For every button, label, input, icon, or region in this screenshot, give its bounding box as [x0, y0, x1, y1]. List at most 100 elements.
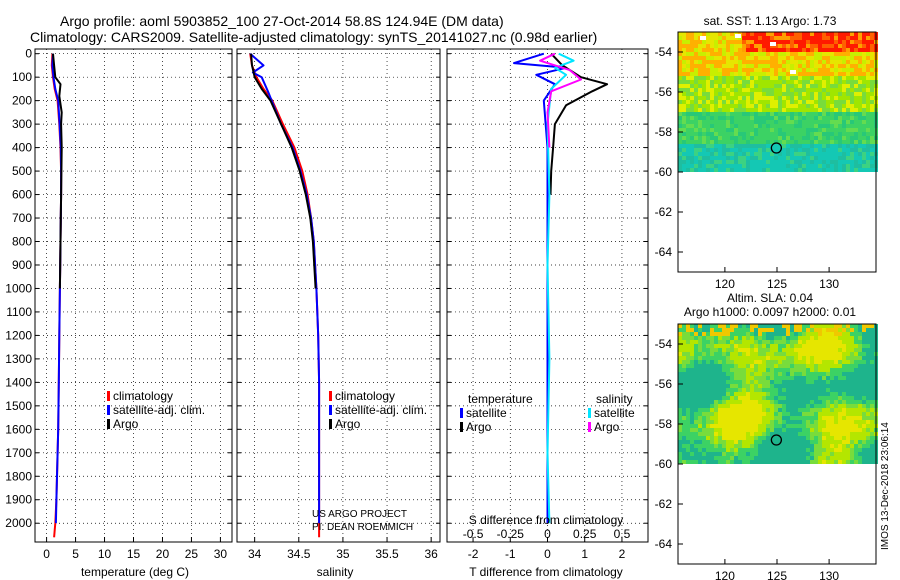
heatmap-cell [794, 76, 798, 80]
heatmap-cell [802, 84, 806, 88]
heatmap-cell [762, 404, 766, 408]
heatmap-cell [846, 84, 850, 88]
heatmap-cell [790, 376, 794, 380]
heatmap-cell [810, 52, 814, 56]
heatmap-cell [762, 56, 766, 60]
heatmap-cell [782, 80, 786, 84]
heatmap-cell [710, 452, 714, 456]
heatmap-cell [762, 324, 766, 328]
heatmap-cell [742, 72, 746, 76]
heatmap-cell [814, 344, 818, 348]
heatmap-cell [698, 444, 702, 448]
heatmap-cell [722, 364, 726, 368]
heatmap-cell [682, 80, 686, 84]
heatmap-cell [862, 416, 866, 420]
heatmap-cell [722, 72, 726, 76]
heatmap-cell [826, 92, 830, 96]
heatmap-cell [718, 460, 722, 464]
heatmap-cell [726, 56, 730, 60]
heatmap-cell [710, 384, 714, 388]
heatmap-cell [798, 32, 802, 36]
heatmap-cell [782, 412, 786, 416]
heatmap-cell [690, 416, 694, 420]
heatmap-cell [686, 152, 690, 156]
heatmap-cell [762, 416, 766, 420]
heatmap-cell [770, 64, 774, 68]
heatmap-cell [862, 132, 866, 136]
heatmap-cell [826, 380, 830, 384]
heatmap-cell [754, 80, 758, 84]
heatmap-cell [722, 396, 726, 400]
heatmap-cell [810, 136, 814, 140]
heatmap-cell [742, 332, 746, 336]
heatmap-cell [866, 100, 870, 104]
heatmap-cell [822, 124, 826, 128]
heatmap-cell [766, 356, 770, 360]
heatmap-cell [682, 380, 686, 384]
heatmap-cell [754, 420, 758, 424]
heatmap-cell [706, 68, 710, 72]
heatmap-cell [810, 348, 814, 352]
heatmap-cell [730, 72, 734, 76]
heatmap-cell [862, 400, 866, 404]
heatmap-cell [858, 100, 862, 104]
heatmap-cell [782, 164, 786, 168]
x-tick-label: 0 [544, 547, 551, 561]
heatmap-cell [682, 460, 686, 464]
heatmap-cell [862, 124, 866, 128]
heatmap-cell [750, 48, 754, 52]
heatmap-cell [862, 32, 866, 36]
heatmap-cell [718, 424, 722, 428]
heatmap-cell [822, 460, 826, 464]
heatmap-cell [682, 328, 686, 332]
heatmap-cell [846, 428, 850, 432]
heatmap-cell [694, 372, 698, 376]
heatmap-cell [810, 160, 814, 164]
heatmap-cell [738, 52, 742, 56]
map-y-tick-label: -54 [655, 45, 673, 59]
heatmap-cell [742, 152, 746, 156]
heatmap-cell [698, 404, 702, 408]
heatmap-cell [782, 128, 786, 132]
heatmap-cell [738, 460, 742, 464]
heatmap-cell [838, 164, 842, 168]
heatmap-cell [734, 112, 738, 116]
heatmap-cell [770, 392, 774, 396]
heatmap-cell [818, 404, 822, 408]
heatmap-cell [774, 136, 778, 140]
heatmap-cell [834, 456, 838, 460]
legend-swatch [460, 408, 463, 418]
heatmap-cell [682, 128, 686, 132]
heatmap-cell [726, 164, 730, 168]
heatmap-cell [718, 64, 722, 68]
heatmap-cell [838, 344, 842, 348]
heatmap-cell [782, 332, 786, 336]
heatmap-cell [706, 372, 710, 376]
heatmap-cell [870, 152, 874, 156]
heatmap-cell [798, 352, 802, 356]
heatmap-cell [806, 152, 810, 156]
heatmap-cell [802, 332, 806, 336]
heatmap-cell [830, 168, 834, 172]
heatmap-cell [866, 340, 870, 344]
heatmap-cell [778, 392, 782, 396]
heatmap-cell [794, 356, 798, 360]
heatmap-cell [862, 164, 866, 168]
heatmap-cell [678, 152, 682, 156]
heatmap-cell [678, 136, 682, 140]
heatmap-cell [830, 120, 834, 124]
heatmap-cell [858, 156, 862, 160]
heatmap-cell [834, 152, 838, 156]
heatmap-cell [762, 460, 766, 464]
heatmap-cell [846, 328, 850, 332]
heatmap-cell [754, 372, 758, 376]
heatmap-cell [682, 48, 686, 52]
heatmap-cell [706, 432, 710, 436]
heatmap-cell [702, 412, 706, 416]
heatmap-cell [790, 444, 794, 448]
heatmap-cell [846, 60, 850, 64]
heatmap-cell [818, 428, 822, 432]
heatmap-cell [682, 108, 686, 112]
heatmap-cell [798, 340, 802, 344]
heatmap-cell [726, 112, 730, 116]
